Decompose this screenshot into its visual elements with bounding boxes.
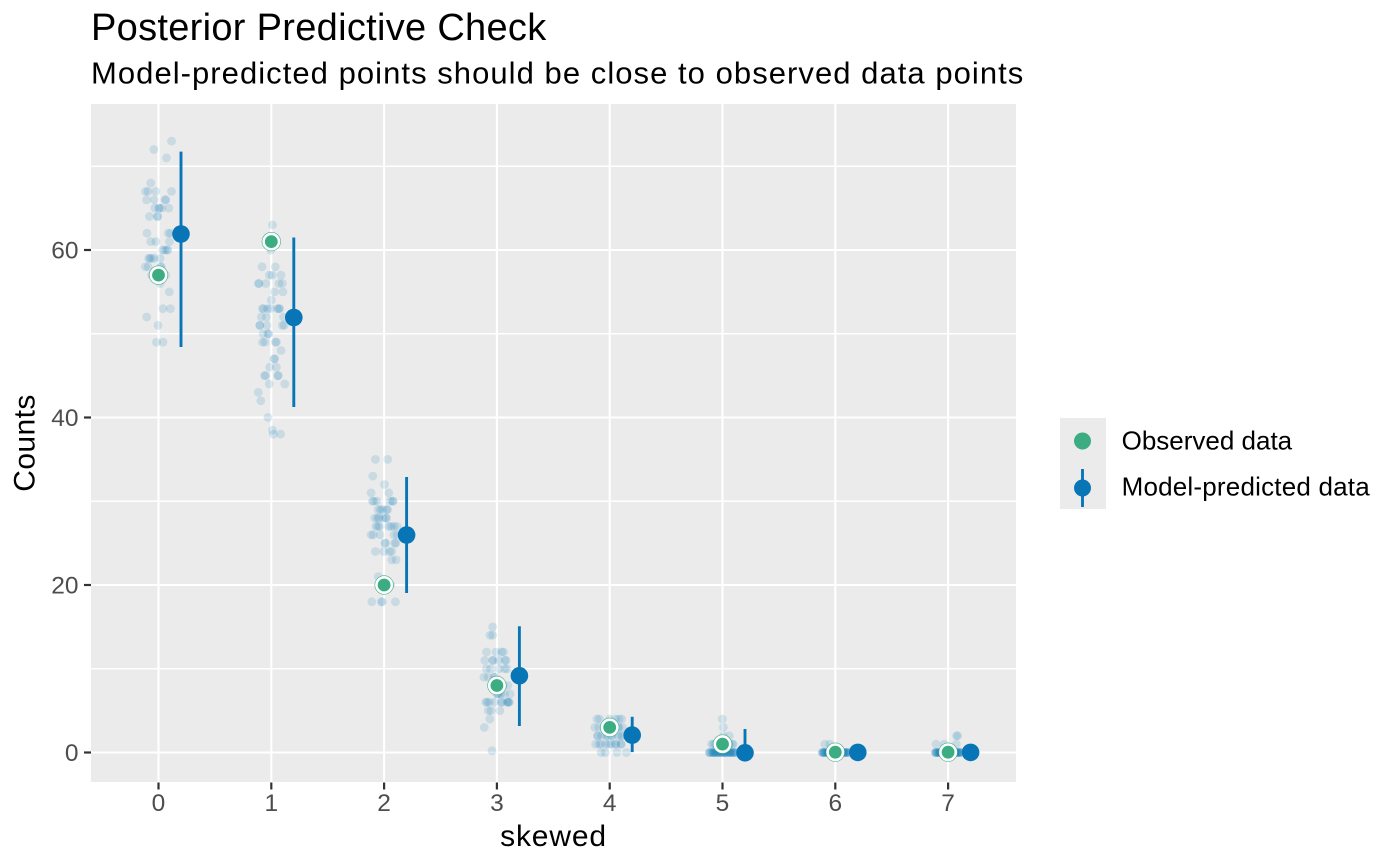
svg-text:40: 40 — [51, 405, 78, 432]
svg-text:1: 1 — [264, 790, 278, 817]
svg-text:0: 0 — [152, 790, 166, 817]
svg-text:0: 0 — [65, 740, 79, 767]
svg-text:7: 7 — [941, 790, 955, 817]
svg-text:Model-predicted data: Model-predicted data — [1122, 472, 1371, 502]
svg-text:Posterior Predictive Check: Posterior Predictive Check — [91, 7, 547, 49]
svg-text:20: 20 — [51, 572, 78, 599]
svg-text:5: 5 — [716, 790, 730, 817]
svg-text:Counts: Counts — [9, 394, 42, 491]
svg-text:2: 2 — [377, 790, 391, 817]
svg-text:skewed: skewed — [500, 820, 607, 853]
svg-text:6: 6 — [828, 790, 842, 817]
svg-text:4: 4 — [603, 790, 617, 817]
svg-text:60: 60 — [51, 237, 78, 264]
svg-text:3: 3 — [490, 790, 504, 817]
svg-text:Observed data: Observed data — [1122, 425, 1293, 455]
svg-text:Model-predicted points should: Model-predicted points should be close t… — [91, 56, 1024, 91]
